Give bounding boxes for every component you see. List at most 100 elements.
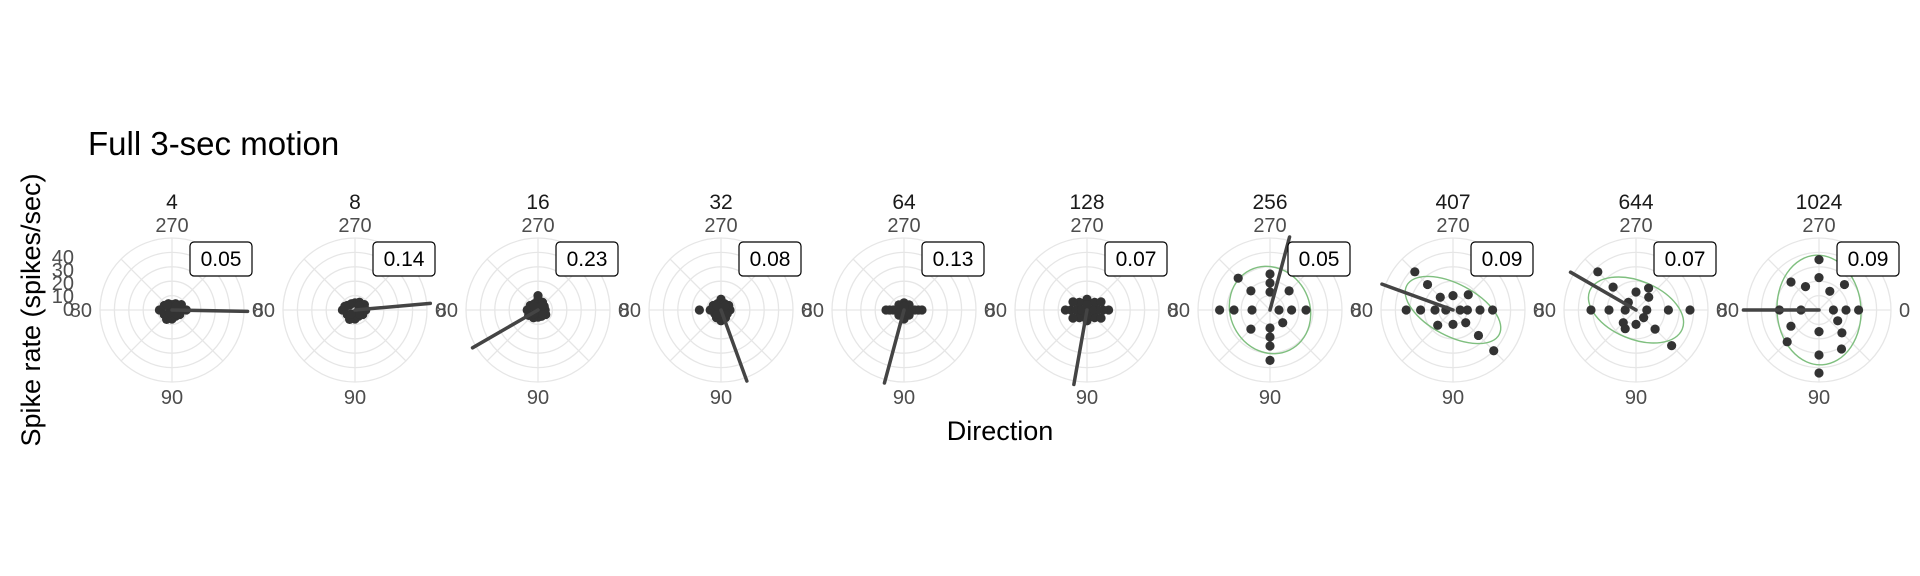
value-label: 0.05: [201, 248, 242, 271]
data-point: [1233, 273, 1243, 283]
data-point: [1814, 273, 1824, 283]
data-point: [712, 301, 722, 311]
data-point: [1068, 313, 1078, 323]
fit-ellipse: [1587, 276, 1685, 344]
grid-spoke: [852, 309, 905, 362]
data-point: [1650, 324, 1660, 334]
data-point: [1274, 305, 1284, 315]
angle-tick-180: 80: [436, 300, 458, 322]
data-point: [1800, 282, 1811, 292]
data-point: [533, 291, 543, 301]
data-point: [537, 309, 547, 319]
data-point: [1488, 305, 1498, 315]
angle-tick-270: 270: [1802, 215, 1835, 237]
strip-label: 407: [1435, 191, 1470, 214]
grid-spoke: [852, 258, 905, 311]
data-point: [1448, 291, 1458, 301]
radius-tick: 10: [52, 286, 74, 308]
data-point: [1287, 305, 1297, 315]
strip-label: 128: [1069, 191, 1104, 214]
vector-line: [882, 308, 906, 385]
data-point: [537, 301, 547, 311]
strip-label: 8: [349, 191, 361, 214]
angle-tick-180: 80: [1168, 300, 1190, 322]
data-point: [1854, 305, 1864, 315]
strip-label: 644: [1618, 191, 1653, 214]
angle-tick-90: 90: [1259, 387, 1281, 409]
facet-panels: 0908027040.050908027080.1409080270160.23…: [70, 191, 1910, 409]
data-point: [1828, 305, 1838, 315]
strip-label: 1024: [1796, 191, 1843, 214]
angle-tick-270: 270: [521, 215, 554, 237]
angle-tick-180: 80: [1351, 300, 1373, 322]
data-point: [1836, 344, 1847, 354]
data-point: [1631, 287, 1641, 297]
data-point: [1620, 324, 1630, 334]
data-point: [1265, 323, 1275, 333]
data-point: [712, 309, 722, 319]
data-point: [1278, 318, 1288, 328]
data-point: [162, 300, 172, 310]
data-point: [1814, 327, 1824, 337]
data-point: [1082, 300, 1092, 310]
radius-tick: 40: [52, 247, 74, 269]
angle-tick-0: 0: [1533, 300, 1544, 322]
data-point: [1814, 368, 1824, 378]
grid-spoke: [903, 309, 956, 362]
strip-label: 4: [166, 191, 178, 214]
data-point: [1455, 305, 1465, 315]
angle-tick-270: 270: [155, 215, 188, 237]
grid-spoke: [1269, 309, 1322, 362]
angle-tick-180: 80: [619, 300, 641, 322]
vector-line: [1268, 235, 1292, 312]
data-point: [1401, 305, 1411, 315]
data-point: [1837, 328, 1847, 338]
vector-line: [353, 301, 433, 312]
data-point: [904, 308, 914, 318]
data-point: [1814, 350, 1824, 360]
data-point: [1096, 313, 1106, 323]
data-point: [1839, 279, 1850, 290]
value-label: 0.13: [933, 248, 974, 271]
data-point: [1620, 305, 1630, 315]
grid-spoke: [1584, 309, 1637, 362]
data-point: [1265, 287, 1275, 297]
radius-tick: 0: [63, 299, 74, 321]
data-point: [1301, 305, 1311, 315]
angle-tick-0: 0: [1899, 300, 1910, 322]
vector-line: [170, 308, 250, 314]
data-point: [1782, 337, 1792, 347]
strip-label: 32: [709, 191, 732, 214]
data-point: [1631, 319, 1641, 329]
vector-line: [1380, 282, 1455, 312]
value-label: 0.23: [567, 248, 608, 271]
data-point: [1644, 292, 1654, 302]
angle-tick-270: 270: [338, 215, 371, 237]
angle-tick-270: 270: [1619, 215, 1652, 237]
data-point: [1284, 286, 1294, 296]
angle-tick-180: 80: [253, 300, 275, 322]
data-point: [1833, 316, 1843, 326]
angle-tick-180: 80: [70, 300, 92, 322]
data-point: [1265, 269, 1275, 279]
data-point: [1639, 313, 1649, 323]
data-point: [1416, 305, 1426, 315]
data-point: [1430, 305, 1440, 315]
data-point: [1410, 267, 1420, 277]
data-point: [1608, 282, 1618, 292]
vector-line: [1568, 270, 1638, 312]
angle-tick-90: 90: [1625, 387, 1647, 409]
data-point: [1265, 332, 1275, 342]
data-point: [1475, 305, 1485, 315]
angle-tick-90: 90: [344, 387, 366, 409]
value-label: 0.09: [1848, 248, 1889, 271]
angle-tick-90: 90: [893, 387, 915, 409]
angle-tick-90: 90: [527, 387, 549, 409]
